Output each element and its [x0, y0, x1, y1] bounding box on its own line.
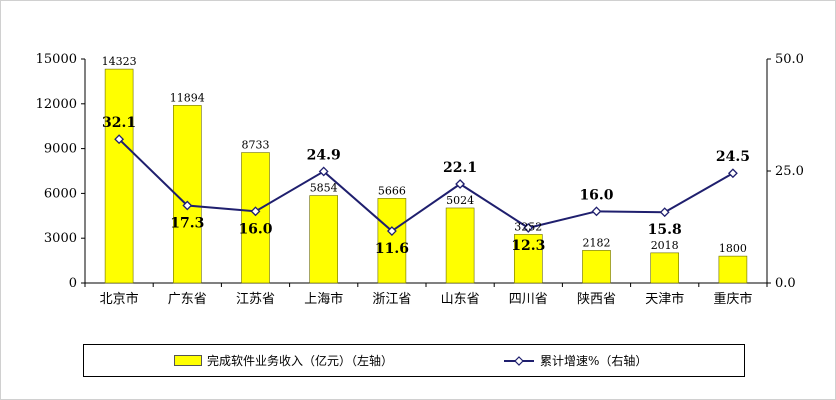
growth-value-label: 16.0 — [579, 187, 613, 203]
bar — [104, 68, 134, 284]
legend: 完成软件业务收入（亿元）（左轴） 累计增速%（右轴） — [83, 344, 745, 377]
growth-point — [659, 207, 670, 218]
bar-value-label: 11894 — [170, 91, 205, 104]
bar — [309, 195, 339, 284]
bar — [445, 207, 475, 284]
bar-value-label: 5666 — [378, 184, 406, 197]
right-tick-label: 25.0 — [775, 164, 804, 179]
growth-point — [250, 206, 261, 217]
bar-value-label: 8733 — [242, 139, 270, 152]
category-label: 山东省 — [441, 292, 480, 307]
growth-line — [118, 138, 734, 233]
bar — [241, 152, 270, 284]
category-label: 浙江省 — [372, 292, 411, 307]
bar — [650, 252, 680, 284]
right-tick-label: 50.0 — [775, 52, 804, 67]
bar-value-label: 3252 — [514, 220, 542, 233]
category-label: 上海市 — [304, 291, 343, 307]
legend-label-revenue: 完成软件业务收入（亿元）（左轴） — [207, 354, 394, 368]
legend-swatch-revenue — [174, 355, 202, 366]
growth-point — [523, 222, 534, 233]
growth-value-label: 17.3 — [170, 215, 204, 231]
growth-point — [591, 206, 602, 217]
category-label: 北京市 — [100, 291, 139, 307]
growth-value-label: 22.1 — [443, 160, 477, 176]
bar — [173, 105, 202, 284]
bar-value-label: 14323 — [102, 55, 137, 68]
category-label: 重庆市 — [713, 291, 752, 307]
bar — [582, 250, 611, 284]
left-tick-label: 6000 — [44, 186, 77, 201]
bar-value-label: 5854 — [310, 182, 338, 195]
growth-point — [182, 200, 193, 211]
left-tick-label: 15000 — [36, 52, 77, 67]
bar — [718, 255, 748, 284]
category-label: 天津市 — [645, 291, 684, 307]
category-label: 陕西省 — [577, 292, 616, 307]
growth-value-label: 16.0 — [238, 221, 272, 237]
bar-value-label: 5024 — [446, 194, 474, 207]
growth-point — [455, 179, 466, 189]
category-label: 江苏省 — [236, 291, 275, 307]
bar — [513, 234, 543, 284]
legend-item-revenue: 完成软件业务收入（亿元）（左轴） — [174, 345, 393, 376]
growth-point — [114, 134, 125, 145]
bar-value-label: 2182 — [583, 236, 611, 249]
legend-item-growth: 累计增速%（右轴） — [504, 345, 647, 376]
bar — [377, 198, 407, 284]
growth-point — [318, 166, 329, 177]
left-tick-label: 12000 — [36, 97, 77, 112]
legend-line-growth — [504, 355, 534, 366]
growth-point — [727, 168, 738, 179]
growth-value-label: 11.6 — [375, 241, 409, 257]
growth-value-label: 24.9 — [307, 147, 341, 163]
growth-point — [386, 226, 397, 236]
left-tick-label: 3000 — [44, 231, 77, 246]
category-label: 广东省 — [168, 292, 207, 307]
bar-value-label: 2018 — [651, 239, 679, 252]
left-tick-label: 9000 — [44, 142, 77, 157]
growth-value-label: 32.1 — [102, 115, 136, 131]
right-tick-label: 0.0 — [775, 276, 796, 291]
growth-value-label: 15.8 — [648, 222, 682, 238]
left-tick-label: 0 — [69, 276, 77, 291]
bar-value-label: 1800 — [719, 242, 747, 255]
legend-label-growth: 累计增速%（右轴） — [540, 354, 648, 368]
category-label: 四川省 — [509, 292, 548, 307]
growth-value-label: 24.5 — [716, 149, 750, 165]
growth-value-label: 12.3 — [511, 238, 545, 254]
